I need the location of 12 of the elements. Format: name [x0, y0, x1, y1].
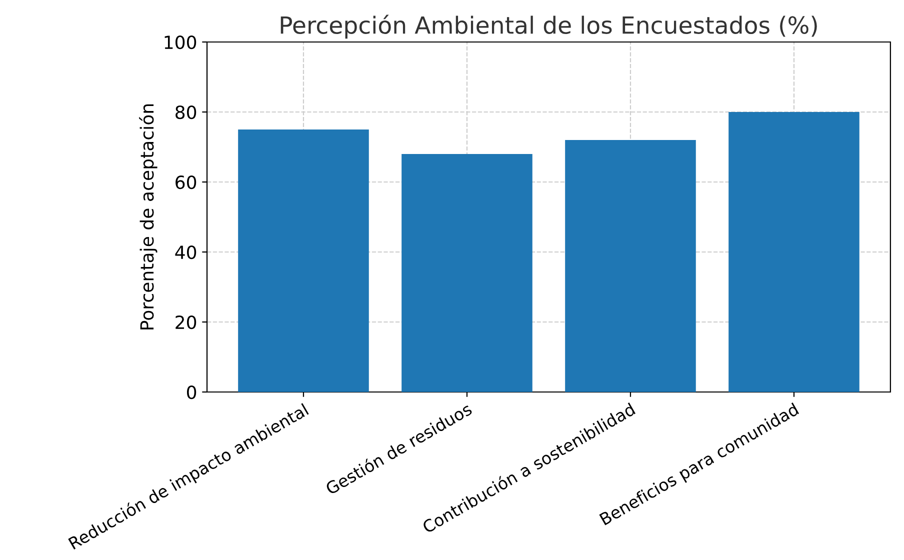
y-tick-label: 80 — [176, 105, 196, 120]
y-axis-title: Porcentaje de aceptación — [139, 104, 158, 330]
y-tick-label: 0 — [186, 385, 196, 400]
y-tick-label: 20 — [176, 315, 196, 330]
bar — [565, 140, 696, 392]
bar — [728, 112, 860, 392]
y-tick-label: 60 — [176, 175, 196, 190]
bar — [402, 154, 532, 392]
y-tick-label: 100 — [164, 35, 196, 50]
chart-title: Percepción Ambiental de los Encuestados (%) — [280, 14, 817, 39]
bar — [238, 130, 369, 392]
y-tick-label: 40 — [175, 245, 196, 260]
